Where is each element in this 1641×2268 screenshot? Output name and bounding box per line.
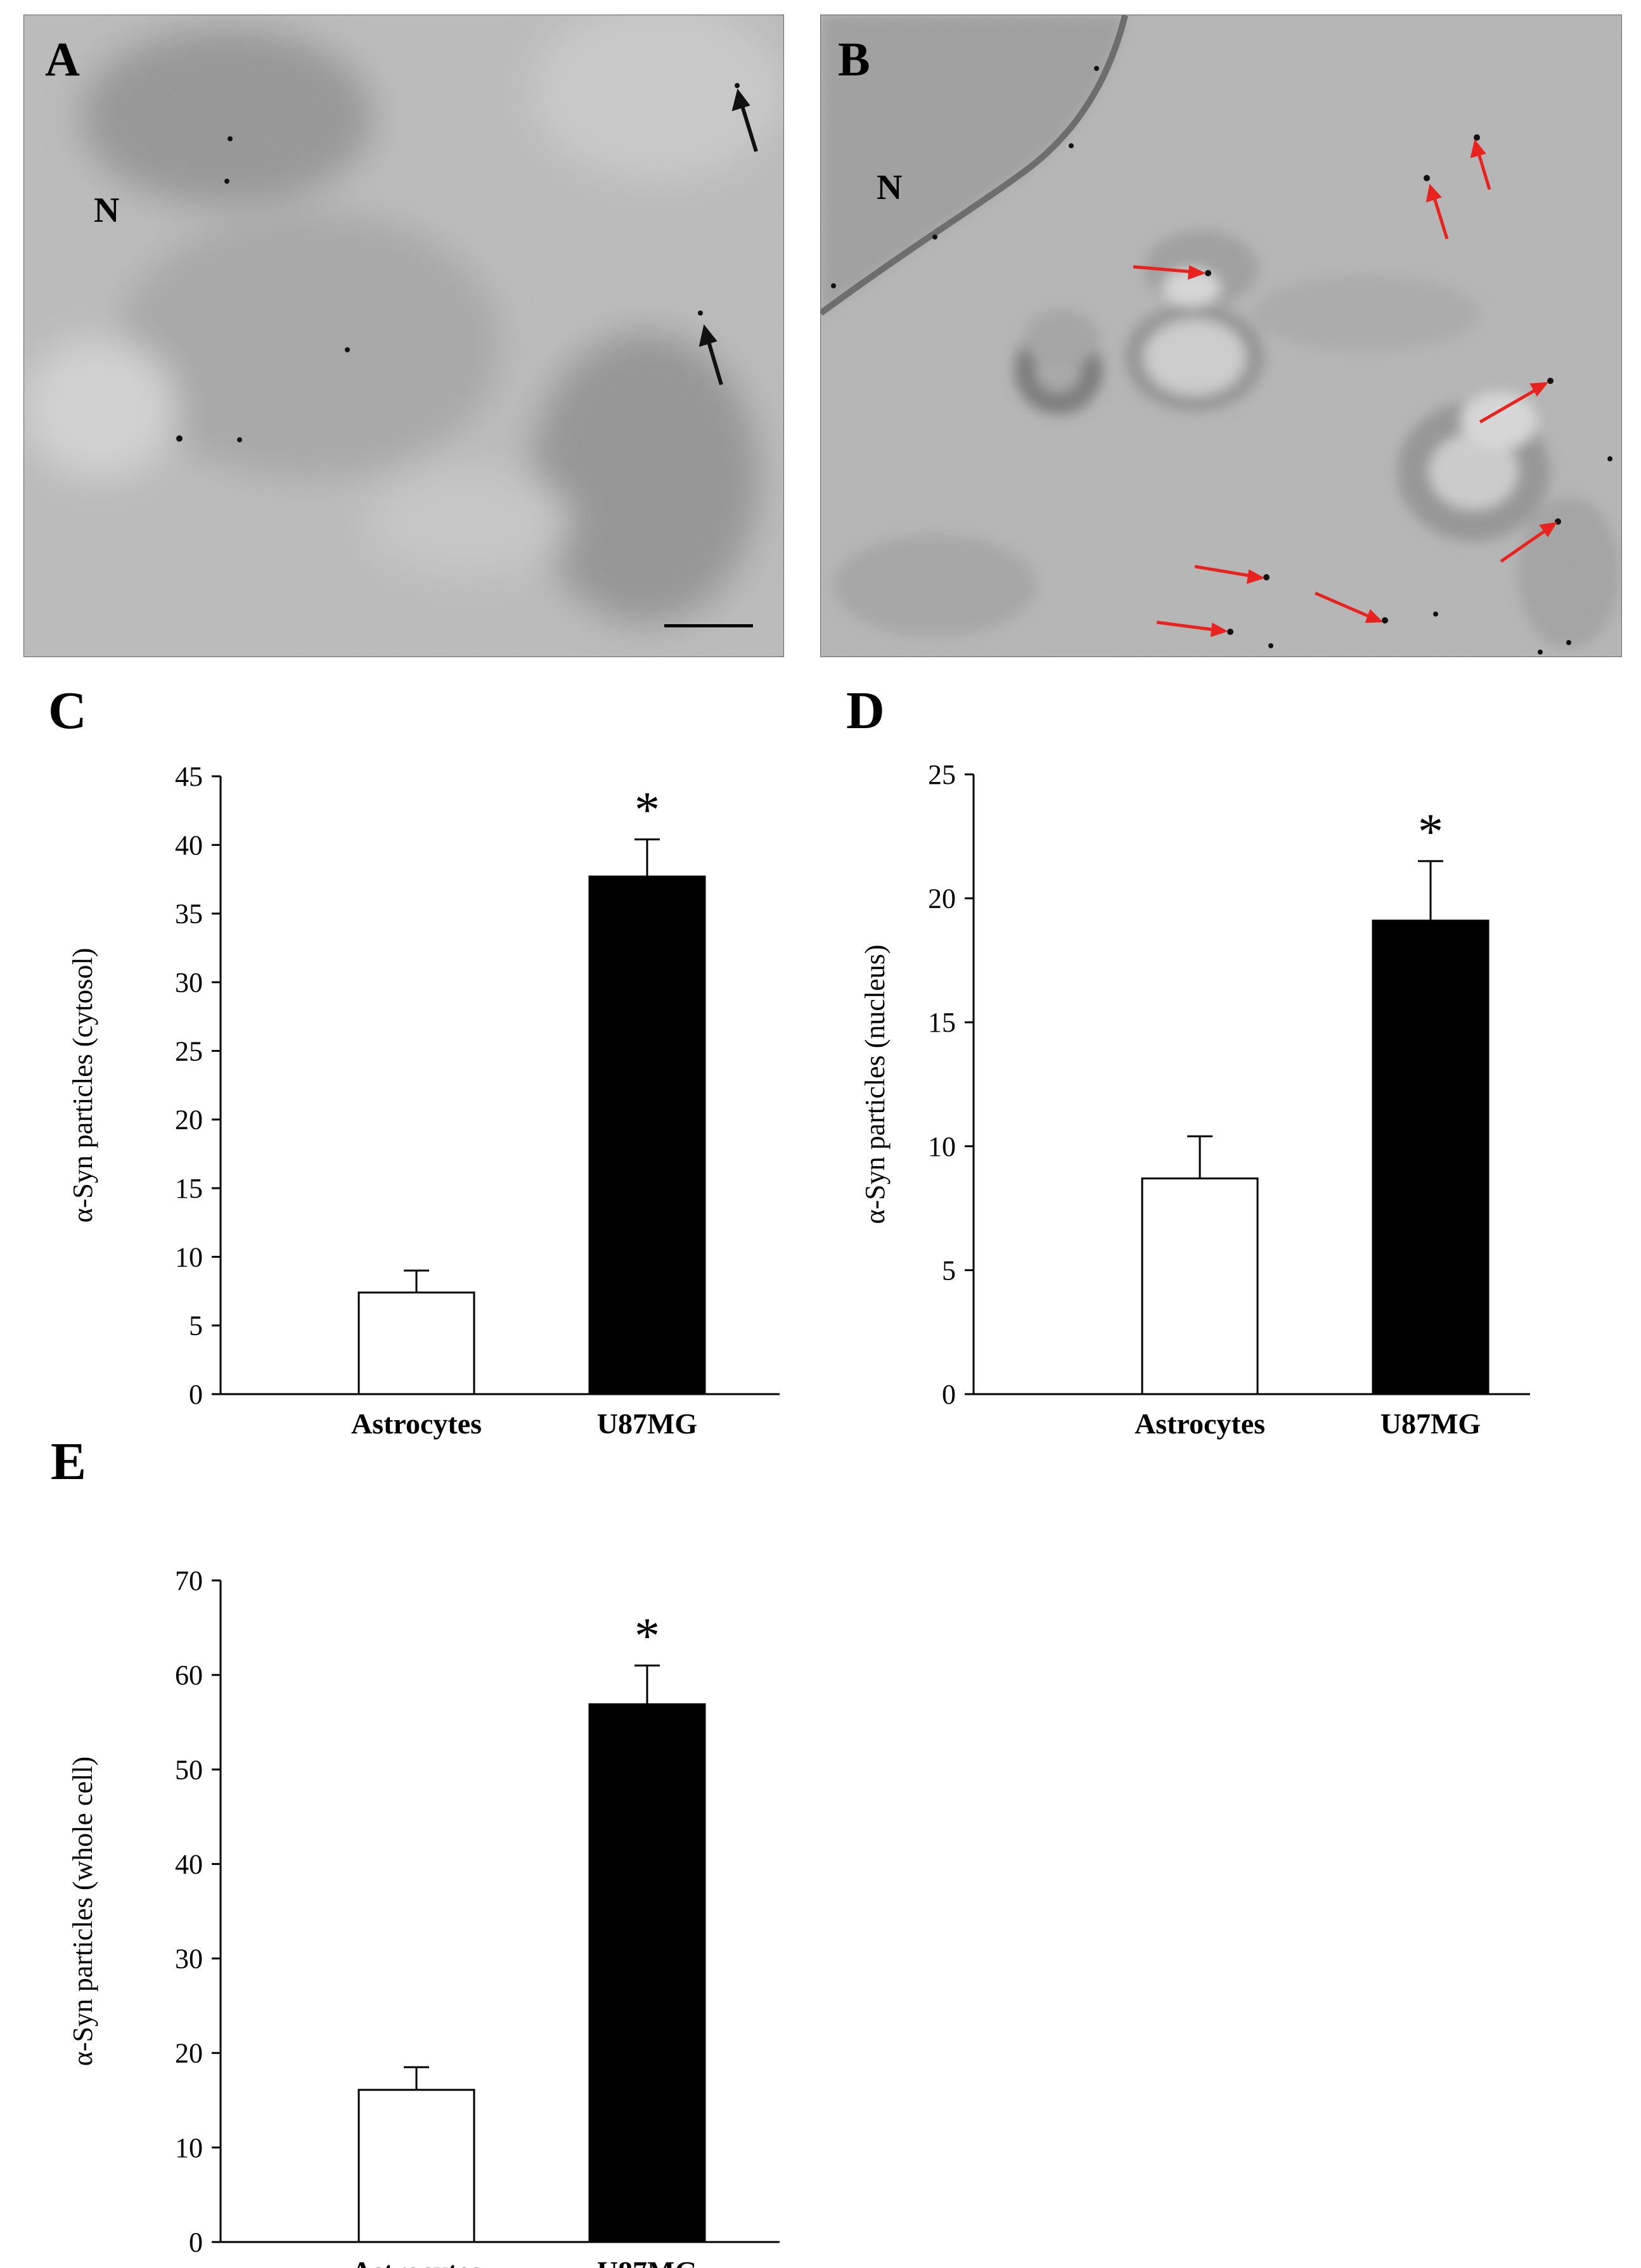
category-label: Astrocytes bbox=[1135, 1407, 1265, 1440]
y-tick-label: 30 bbox=[175, 967, 203, 998]
y-tick-label: 15 bbox=[175, 1173, 203, 1204]
nucleus-label-b: N bbox=[877, 168, 903, 207]
chart-e: 0 10 20 30 40 50 60 70 α-Syn particles (whole ce… bbox=[0, 1515, 818, 2268]
y-tick-label: 0 bbox=[942, 1379, 956, 1410]
y-tick-label: 30 bbox=[175, 1944, 203, 1975]
y-tick-label: 20 bbox=[175, 2038, 203, 2069]
y-axis-title: α-Syn particles (whole cell) bbox=[67, 1757, 98, 2066]
category-label: Astrocytes bbox=[351, 2255, 482, 2268]
category-label: U87MG bbox=[597, 1407, 697, 1440]
chart-d: 0 5 10 15 20 25 α-Syn particles (nucleus) Astro… bbox=[818, 729, 1641, 1458]
bar-u87mg bbox=[588, 875, 706, 1395]
y-tick-label: 20 bbox=[928, 883, 956, 914]
category-label: U87MG bbox=[597, 2255, 697, 2268]
chart-d-svg: 0 5 10 15 20 25 α-Syn particles (nucleus) Astro… bbox=[859, 759, 1530, 1440]
y-tick-label: 10 bbox=[928, 1131, 956, 1162]
panel-letter-e: E bbox=[51, 1432, 87, 1491]
chart-e-svg: 0 10 20 30 40 50 60 70 α-Syn particles (whole ce… bbox=[67, 1565, 780, 2268]
y-tick-label: 10 bbox=[175, 1241, 203, 1272]
significance-marker: * bbox=[1418, 804, 1443, 860]
chart-c: 0 5 10 15 20 25 30 35 40 45 α-Syn particles (cytos… bbox=[0, 729, 818, 1458]
micrograph-a: A N bbox=[23, 15, 784, 657]
chart-c-svg: 0 5 10 15 20 25 30 35 40 45 α-Syn particles (cytos… bbox=[67, 761, 780, 1440]
nucleus-label-a: N bbox=[94, 191, 120, 230]
y-tick-label: 40 bbox=[175, 830, 203, 861]
y-tick-label: 15 bbox=[928, 1007, 956, 1038]
category-label: Astrocytes bbox=[351, 1407, 482, 1440]
y-axis-title: α-Syn particles (nucleus) bbox=[859, 945, 891, 1224]
y-axis-title: α-Syn particles (cytosol) bbox=[67, 948, 98, 1223]
y-tick-label: 70 bbox=[175, 1565, 203, 1596]
y-tick-label: 10 bbox=[175, 2132, 203, 2163]
y-tick-label: 45 bbox=[175, 761, 203, 792]
micrograph-a-letter: A bbox=[45, 33, 80, 86]
bar-u87mg bbox=[1372, 919, 1490, 1395]
y-tick-label: 60 bbox=[175, 1660, 203, 1691]
panel-letter-c: C bbox=[48, 681, 87, 740]
y-tick-label: 5 bbox=[189, 1310, 203, 1342]
bar-astrocytes bbox=[1141, 1177, 1259, 1395]
y-tick-label: 40 bbox=[175, 1848, 203, 1880]
micrograph-b-letter: B bbox=[838, 33, 870, 86]
y-tick-label: 50 bbox=[175, 1754, 203, 1785]
micrograph-b: B N bbox=[820, 15, 1622, 657]
panel-letter-d: D bbox=[846, 681, 885, 740]
micrograph-a-image bbox=[24, 15, 783, 657]
bar-u87mg bbox=[588, 1703, 706, 2243]
y-tick-label: 5 bbox=[942, 1255, 956, 1286]
y-tick-label: 25 bbox=[175, 1035, 203, 1067]
y-tick-label: 20 bbox=[175, 1105, 203, 1136]
y-tick-label: 0 bbox=[189, 1379, 203, 1410]
y-tick-label: 35 bbox=[175, 899, 203, 930]
significance-marker: * bbox=[634, 783, 660, 838]
y-tick-label: 25 bbox=[928, 759, 956, 790]
y-tick-label: 0 bbox=[189, 2227, 203, 2258]
significance-marker: * bbox=[634, 1608, 660, 1664]
micrograph-b-image bbox=[821, 15, 1621, 657]
category-label: U87MG bbox=[1380, 1407, 1481, 1440]
bar-astrocytes bbox=[357, 1291, 475, 1395]
bar-astrocytes bbox=[357, 2089, 475, 2243]
